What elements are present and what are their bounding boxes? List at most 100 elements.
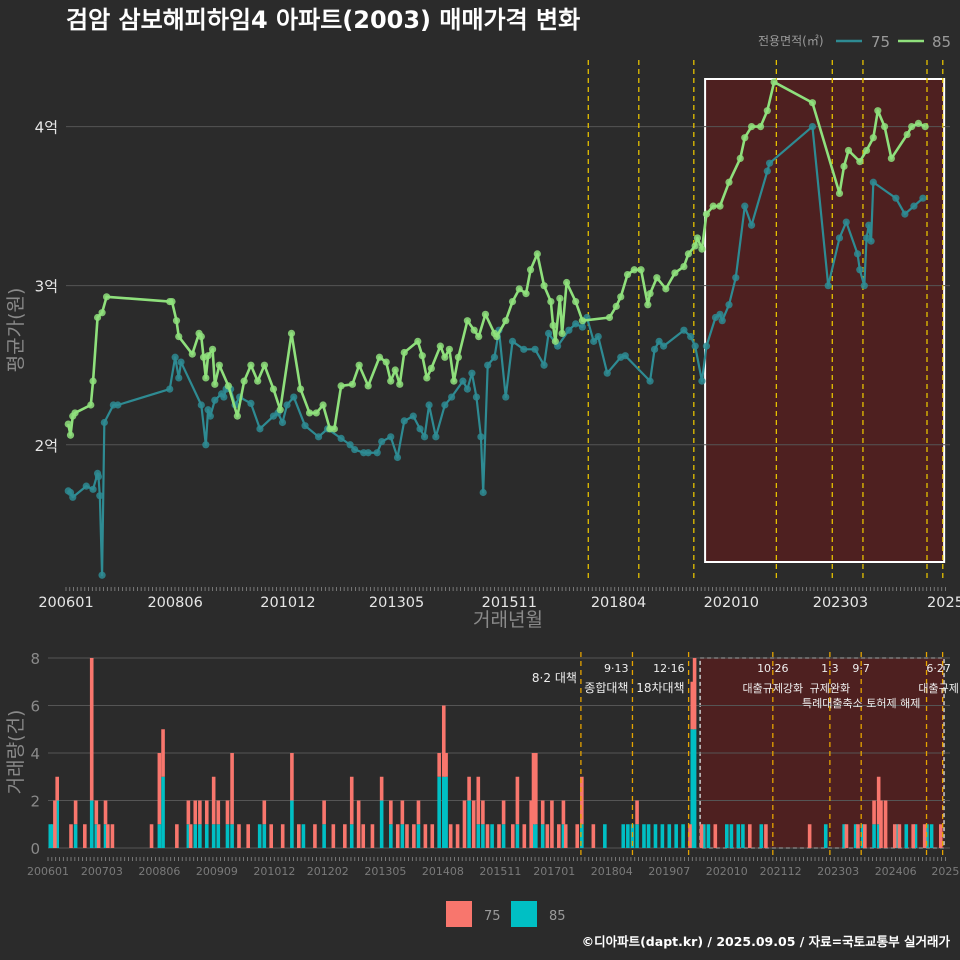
series-85-point [348, 380, 356, 388]
series-75-point [409, 412, 417, 420]
price-x-tick-label: 200601 [38, 595, 93, 611]
bar-75 [897, 824, 902, 848]
series-85-point [247, 361, 255, 369]
volume-x-ticks [47, 857, 946, 861]
series-75-point [94, 472, 103, 481]
bar-85 [73, 824, 78, 848]
bar-85 [660, 824, 665, 848]
bar-75 [379, 776, 384, 801]
series-85-point [296, 385, 305, 393]
series-85-point [102, 293, 111, 301]
bar-85 [349, 824, 354, 848]
series-75-point [346, 441, 354, 449]
bar-75 [103, 800, 108, 825]
bar-75 [522, 824, 527, 848]
series-85-point [330, 425, 338, 433]
series-75-point [441, 401, 449, 409]
series-75-point [919, 194, 927, 202]
bar-75 [872, 800, 876, 825]
series-85-point [630, 266, 638, 274]
volume-legend-75-label: 75 [484, 909, 501, 924]
series-85-point [204, 352, 212, 360]
bar-75 [690, 681, 695, 730]
bar-85 [211, 824, 216, 848]
series-75-point [808, 122, 817, 131]
bar-75 [297, 824, 301, 848]
series-85-point [908, 122, 916, 131]
series-75-point [100, 418, 108, 427]
bar-85 [400, 824, 405, 848]
bar-75 [83, 824, 87, 848]
annotation-date: 12·16 [653, 662, 685, 675]
bar-75 [441, 705, 446, 777]
bar-85 [706, 824, 711, 848]
series-85-point [578, 317, 587, 325]
bar-75 [198, 800, 202, 825]
series-75-point [835, 234, 844, 242]
bar-85 [481, 824, 485, 848]
price-x-tick-label: 201012 [260, 595, 315, 611]
series-75-point [680, 326, 688, 334]
series-75-point [621, 352, 629, 360]
volume-legend-75-swatch [446, 901, 472, 927]
bar-75 [269, 824, 273, 848]
series-75-point [732, 274, 740, 282]
volume-x-tick-label: 200601 [27, 865, 69, 878]
bar-75 [343, 824, 347, 848]
series-75-point [89, 485, 97, 493]
bar-75 [405, 824, 409, 848]
volume-x-tick-label: 201511 [479, 865, 521, 878]
series-85-point [623, 270, 632, 279]
bar-75 [591, 824, 596, 848]
series-85-point [64, 420, 72, 428]
bar-85 [725, 824, 729, 848]
series-75-point [691, 342, 699, 350]
bar-85 [490, 824, 494, 848]
bar-85 [626, 824, 630, 848]
series-75-point [175, 374, 183, 382]
bar-75 [467, 776, 471, 801]
bar-85 [895, 824, 899, 848]
y-axis-title: 평균가(원) [5, 288, 27, 373]
bar-75 [699, 824, 704, 848]
annotation-text: 특례대출축소 토허제 해제 [802, 696, 920, 710]
bar-85 [444, 776, 448, 848]
volume-x-tick-label: 200909 [196, 865, 238, 878]
series-85-point [418, 352, 426, 360]
series-85-point [563, 278, 571, 287]
annotation-date: 1·3 [821, 662, 839, 675]
series-75-point [420, 433, 429, 441]
bar-85 [531, 824, 536, 848]
series-75-point [590, 337, 598, 345]
bar-75 [485, 824, 490, 848]
series-85-point [662, 285, 670, 293]
bar-85 [872, 824, 876, 848]
series-85-point [414, 337, 422, 345]
price-x-tick-label: 202303 [813, 595, 868, 611]
series-85-point [93, 313, 102, 322]
bar-75 [290, 753, 294, 801]
volume-y-tick-labels: 0 2 4 6 8 [30, 650, 40, 858]
series-75-point [387, 433, 395, 441]
bar-75 [575, 824, 580, 848]
bar-85 [681, 824, 685, 848]
bar-85 [501, 824, 506, 848]
series-85-point [71, 409, 79, 417]
series-85-point [835, 189, 844, 198]
x-axis-title: 거래년월 [473, 609, 543, 631]
bar-75 [73, 800, 78, 825]
series-85-point [637, 266, 645, 274]
chart-title: 검암 삼보해피하임4 아파트(2003) 매매가격 변화 [66, 6, 580, 34]
series-85-point [612, 302, 620, 310]
series-85-point [756, 122, 765, 131]
series-75-point [364, 449, 372, 457]
bar-75 [748, 824, 752, 848]
series-85-point [450, 377, 458, 385]
series-85-point [269, 385, 278, 393]
series-85-point [725, 178, 733, 186]
series-85-point [396, 380, 404, 388]
series-85-point [168, 297, 176, 306]
bar-75 [713, 824, 718, 848]
volume-x-tick-label: 201701 [533, 865, 575, 878]
